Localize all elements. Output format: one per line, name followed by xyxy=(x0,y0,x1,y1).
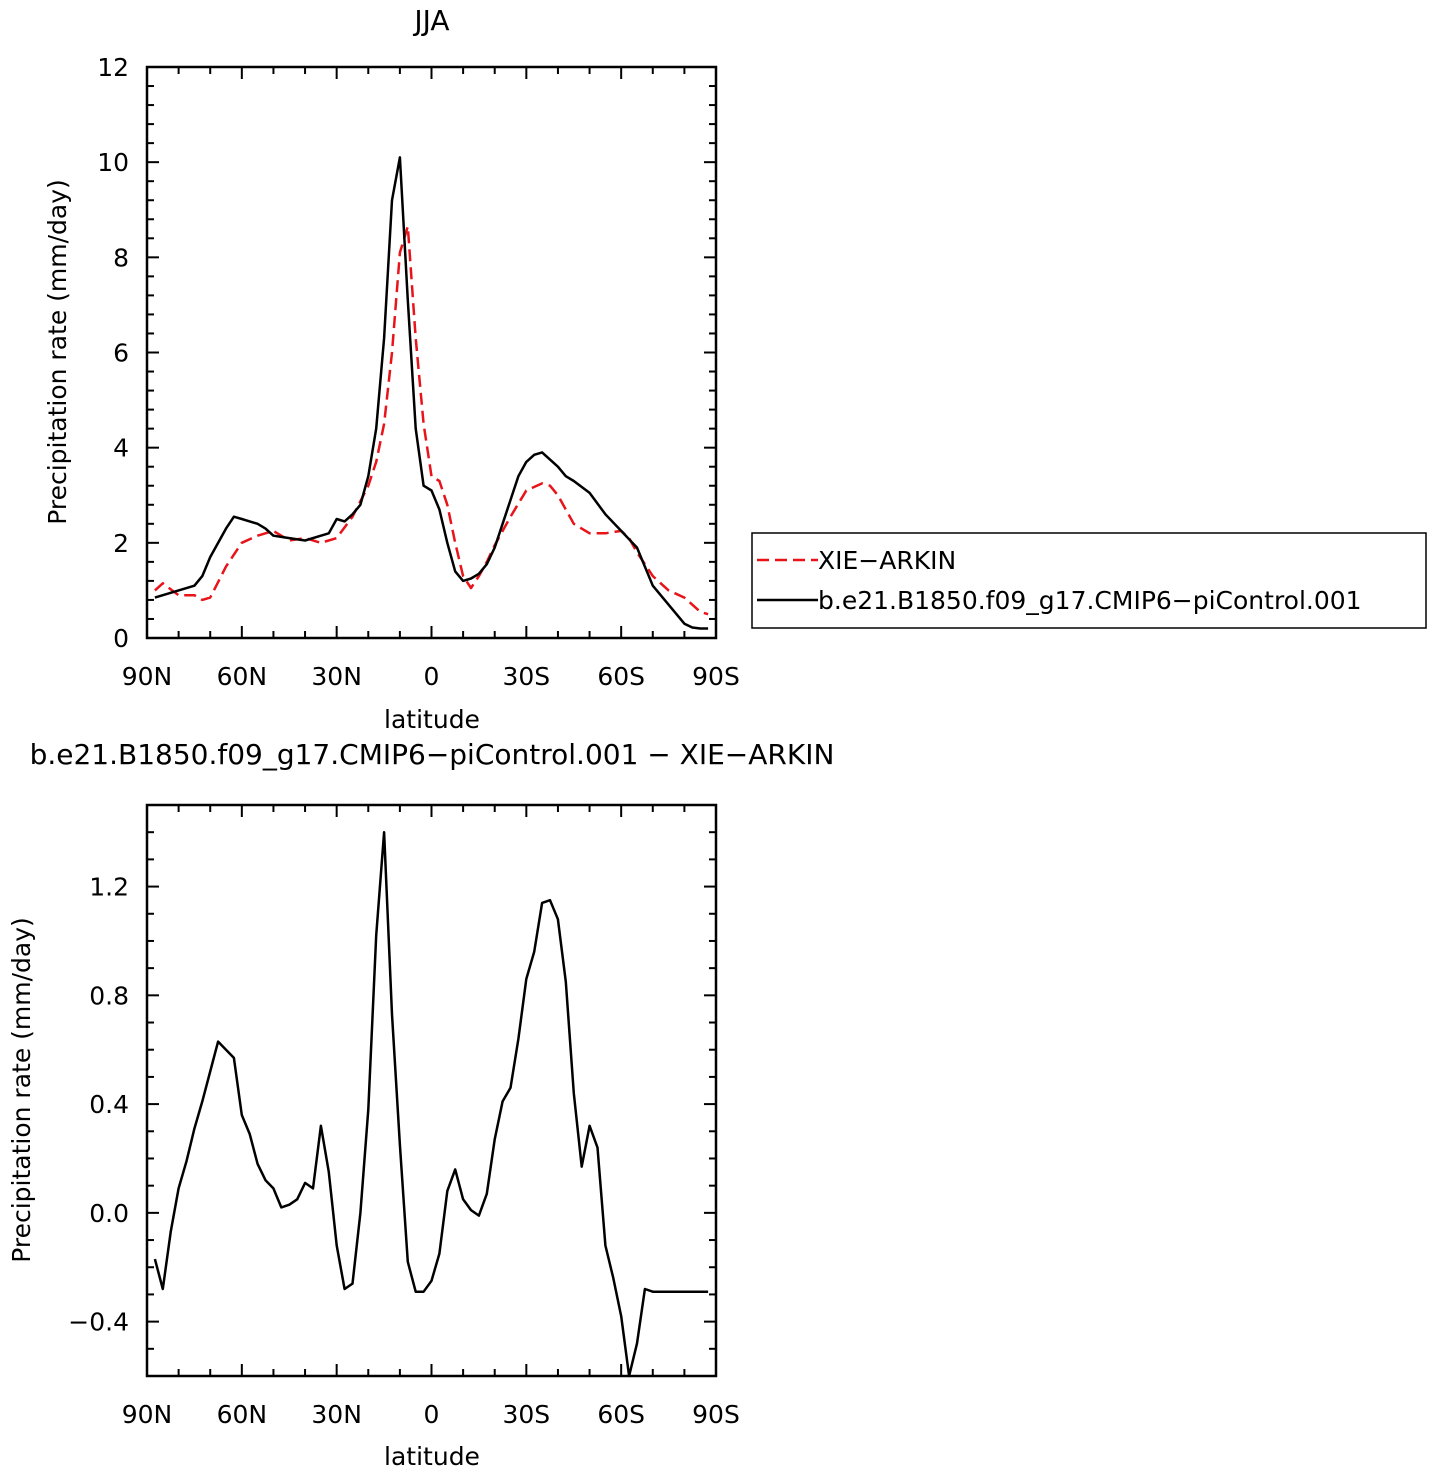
y-tick-label: 0.8 xyxy=(89,981,129,1010)
y-tick-label: 4 xyxy=(113,434,129,463)
bottom-x-tick-labels: 90N 60N 30N 0 30S 60S 90S xyxy=(122,1400,740,1429)
bottom-plot-frame xyxy=(145,803,718,1378)
y-tick-label: 0 xyxy=(113,624,129,653)
y-tick-label: 2 xyxy=(113,529,129,558)
x-tick-label: 90S xyxy=(692,1400,740,1429)
top-tick-marks xyxy=(146,66,717,639)
top-series-lines xyxy=(154,156,709,630)
legend-label-xie-arkin: XIE−ARKIN xyxy=(818,546,956,575)
x-tick-label: 90S xyxy=(692,662,740,691)
y-tick-label: 1.2 xyxy=(89,873,129,902)
bottom-tick-marks xyxy=(146,804,717,1377)
bottom-x-axis-label: latitude xyxy=(384,1442,480,1471)
x-tick-label: 60S xyxy=(597,1400,645,1429)
y-tick-label: 0.4 xyxy=(89,1090,129,1119)
bottom-series-lines xyxy=(153,830,709,1378)
x-tick-label: 0 xyxy=(424,1400,440,1429)
y-tick-label: 12 xyxy=(97,53,129,82)
top-x-tick-labels: 90N 60N 30N 0 30S 60S 90S xyxy=(122,662,740,691)
x-tick-label: 30S xyxy=(502,662,550,691)
x-tick-label: 30N xyxy=(311,662,362,691)
top-x-axis-label: latitude xyxy=(384,705,480,734)
x-tick-label: 60N xyxy=(217,1400,268,1429)
top-y-axis-label: Precipitation rate (mm/day) xyxy=(43,179,72,525)
x-tick-label: 0 xyxy=(424,662,440,691)
bottom-y-axis-label: Precipitation rate (mm/day) xyxy=(7,917,36,1263)
y-tick-label: 10 xyxy=(97,148,129,177)
bottom-chart: b.e21.B1850.f09_g17.CMIP6−piControl.001 … xyxy=(7,738,834,1471)
top-y-tick-labels: 0 2 4 6 8 10 12 xyxy=(97,53,129,653)
x-tick-label: 90N xyxy=(122,662,173,691)
y-tick-label: 6 xyxy=(113,339,129,368)
x-tick-label: 30N xyxy=(311,1400,362,1429)
x-tick-label: 90N xyxy=(122,1400,173,1429)
top-chart: JJA 0 2 4 6 8 10 12 90N 60N 30N 0 30S 60S 90S latitu… xyxy=(43,4,1427,734)
y-tick-label: 0.0 xyxy=(89,1199,129,1228)
series-line-model xyxy=(153,830,709,1378)
legend-box xyxy=(751,532,1427,629)
x-tick-label: 30S xyxy=(502,1400,550,1429)
legend: XIE−ARKIN b.e21.B1850.f09_g17.CMIP6−piCo… xyxy=(751,532,1427,629)
x-tick-label: 60S xyxy=(597,662,645,691)
top-plot-frame xyxy=(145,65,718,640)
series-line-model xyxy=(154,156,709,630)
bottom-chart-title: b.e21.B1850.f09_g17.CMIP6−piControl.001 … xyxy=(30,738,835,771)
y-tick-label: 8 xyxy=(113,243,129,272)
bottom-y-tick-labels: −0.4 0.0 0.4 0.8 1.2 xyxy=(68,873,129,1337)
top-chart-title: JJA xyxy=(412,4,449,37)
x-tick-label: 60N xyxy=(217,662,268,691)
legend-label-model: b.e21.B1850.f09_g17.CMIP6−piControl.001 xyxy=(818,586,1362,615)
series-line-xie-arkin xyxy=(154,225,709,616)
y-tick-label: −0.4 xyxy=(68,1308,129,1337)
